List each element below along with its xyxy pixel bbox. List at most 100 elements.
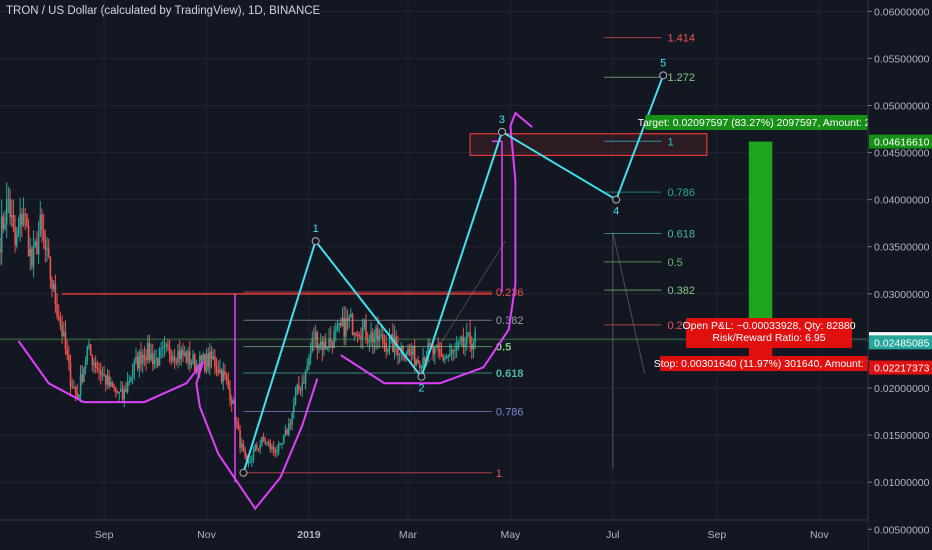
candle-body <box>207 353 209 368</box>
price-tag-bg <box>869 335 932 350</box>
candle-body <box>345 318 347 337</box>
candle-body <box>442 356 445 361</box>
candle-body <box>356 334 359 336</box>
candle-body <box>308 357 310 366</box>
candle-body <box>120 388 122 392</box>
candle-body <box>12 215 15 228</box>
candle-body <box>348 317 351 320</box>
candle-body <box>104 375 107 385</box>
wave-point <box>239 468 248 477</box>
wave-point <box>417 372 426 381</box>
candle-body <box>412 345 414 355</box>
price-tag-label: 0.02485085 <box>874 337 930 349</box>
y-tick-label: 0.01500000 <box>874 430 930 442</box>
candle-body <box>165 344 168 347</box>
fib-right-label: 0.5 <box>667 257 682 269</box>
candle-body <box>350 314 352 318</box>
candle-body <box>274 450 277 453</box>
x-axis-bg <box>0 520 868 550</box>
candle-body <box>36 241 38 255</box>
candle-body <box>193 354 196 371</box>
candle-body <box>51 279 53 289</box>
candle-body <box>418 363 421 369</box>
candle-body <box>397 346 399 355</box>
price-tag-label: 0.02217373 <box>874 363 930 375</box>
candle-body <box>340 323 342 327</box>
candle-body <box>222 371 225 382</box>
candle-body <box>281 442 283 444</box>
wave-point <box>659 71 668 80</box>
candle-body <box>190 363 193 365</box>
candle-body <box>336 325 339 330</box>
candle-body <box>21 214 23 225</box>
candle-body <box>84 361 87 369</box>
candle-body <box>138 352 141 369</box>
candle-body <box>306 365 309 371</box>
candle-body <box>73 386 75 388</box>
candle-body <box>355 333 357 335</box>
candle-body <box>385 343 387 352</box>
candle-body <box>262 437 265 440</box>
candle-body <box>368 341 371 343</box>
candle-body <box>204 354 206 372</box>
candle-body <box>195 364 198 371</box>
candle-body <box>271 446 273 450</box>
candle-body <box>360 336 362 340</box>
candle-body <box>24 213 26 215</box>
x-tick-label: Sep <box>95 529 114 541</box>
wave-path <box>242 74 665 474</box>
wave-label: 3 <box>499 114 505 126</box>
fib-left-label: 0.5 <box>496 342 511 354</box>
candle-body <box>304 370 307 384</box>
candle-body <box>324 341 327 349</box>
candle-body <box>439 349 441 354</box>
candle-body <box>52 283 55 289</box>
candle-body <box>200 355 203 361</box>
wave-label: 5 <box>660 57 666 69</box>
candle-body <box>266 442 268 444</box>
candle-body <box>173 356 176 361</box>
candle-body <box>259 444 262 449</box>
candle-body <box>244 450 246 457</box>
candle-body <box>346 318 349 320</box>
candle-body <box>303 382 305 384</box>
candle-body <box>162 347 164 349</box>
fib-right-label: 1 <box>667 136 673 148</box>
candle-body <box>279 443 282 445</box>
candle-body <box>182 349 184 356</box>
candle-body <box>101 373 104 375</box>
candle-body <box>429 343 431 345</box>
candle-body <box>249 461 251 463</box>
candle-body <box>450 350 453 354</box>
target-zone <box>469 133 708 156</box>
candle-body <box>146 343 149 361</box>
candle-body <box>2 216 5 229</box>
candle-body <box>343 317 345 337</box>
pnl-label-text: Risk/Reward Ratio: 6.95 <box>712 332 825 344</box>
candle-body <box>393 336 396 353</box>
candle-body <box>469 332 471 345</box>
candle-body <box>88 344 90 347</box>
candle-body <box>170 354 173 361</box>
candle-body <box>46 248 48 250</box>
chart-title: TRON / US Dollar (calculated by TradingV… <box>6 5 321 17</box>
candle-body <box>56 304 58 317</box>
candle-body <box>26 213 28 226</box>
candle-body <box>235 421 238 424</box>
stop-label-text: Stop: 0.00301640 (11.97%) 301640, Amount… <box>654 358 879 370</box>
candle-body <box>239 430 241 448</box>
candle-body <box>69 362 72 387</box>
candle-body <box>321 341 324 351</box>
candle-body <box>277 443 280 452</box>
candle-body <box>74 386 77 393</box>
candle-body <box>62 331 65 337</box>
candle-body <box>474 330 476 344</box>
candle-body <box>440 353 443 357</box>
candle-body <box>444 358 446 361</box>
candle-body <box>224 371 226 376</box>
candle-body <box>4 224 6 229</box>
x-tick-label: Jul <box>606 529 619 541</box>
drawings: 0.236 0.382 0.5 0.618 0.786 1 1.414 1.272 1 0.786… <box>0 33 882 511</box>
candle-body <box>220 369 223 382</box>
